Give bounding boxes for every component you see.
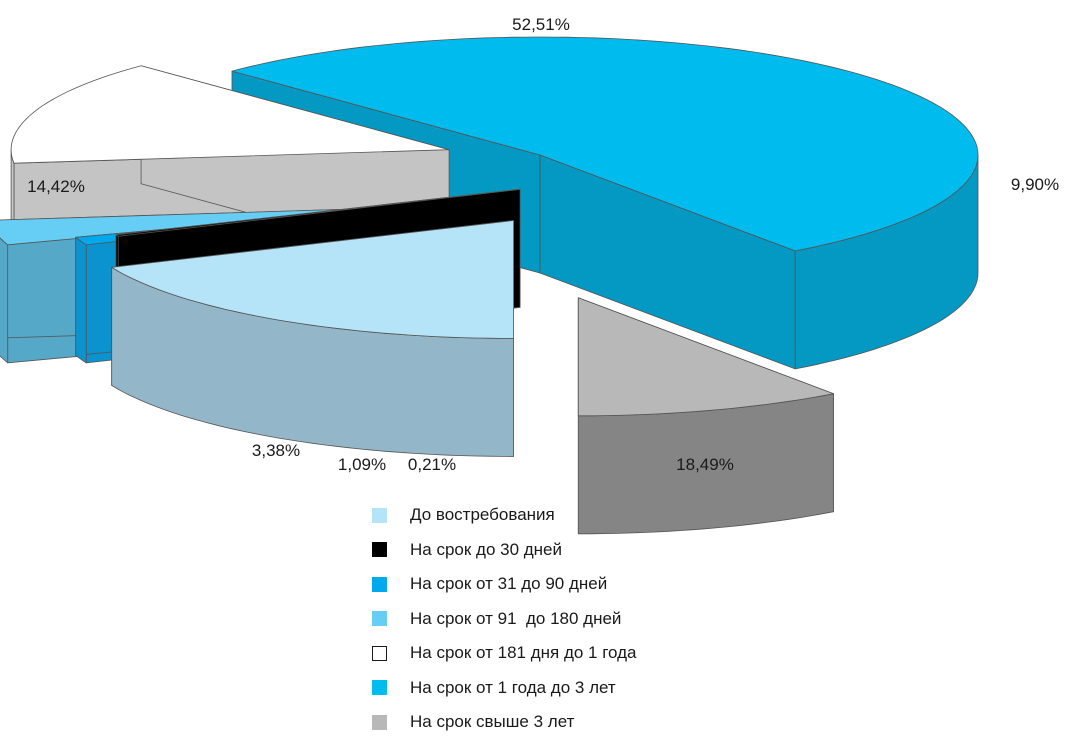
legend-swatch [372, 645, 387, 661]
pie-slice-на-срок-свыше-3-лет [577, 297, 834, 535]
slice-outer-wall [0, 237, 9, 364]
slice-top [10, 65, 450, 164]
slice-top [111, 220, 514, 339]
legend-item-на-срок-от-1-года-до-3-лет: На срок от 1 года до 3 лет [372, 671, 637, 706]
data-label-на-срок-от-1-года-до-3-лет: 52,51% [512, 15, 570, 34]
pie-slice-до-востребования [111, 220, 514, 457]
slice-top [231, 36, 979, 252]
legend-label: На срок от 181 дня до 1 года [410, 643, 637, 663]
slice-top [115, 188, 521, 237]
legend-item-на-срок-от-181-дня-до-1-года: На срок от 181 дня до 1 года [372, 636, 637, 671]
legend-swatch [372, 611, 387, 627]
legend-swatch [372, 714, 387, 730]
data-label-на-срок-до-30-дней: 0,21% [408, 455, 456, 474]
legend-item-на-срок-от-31-до-90-дней: На срок от 31 до 90 дней [372, 567, 637, 602]
data-label-до-востребования: 18,49% [676, 455, 734, 474]
legend-item-на-срок-до-30-дней: На срок до 30 дней [372, 533, 637, 568]
slice-labels: 18,49% 0,21% 1,09% 3,38% 14,42% 52,51% 9,90% [27, 15, 1059, 474]
data-label-на-срок-свыше-3-лет: 9,90% [1011, 175, 1059, 194]
legend: До востребования На срок до 30 дней На сро… [372, 498, 637, 740]
legend-item-на-срок-от-91-до-180-дней: На срок от 91 до 180 дней [372, 602, 637, 637]
data-label-на-срок-от-31-до-90-дней: 1,09% [338, 455, 386, 474]
data-label-на-срок-от-91-до-180-дней: 3,38% [252, 441, 300, 460]
legend-label: На срок от 31 до 90 дней [410, 574, 608, 594]
legend-label: До востребования [410, 505, 555, 525]
legend-label: На срок от 1 года до 3 лет [410, 677, 616, 697]
legend-label: На срок свыше 3 лет [410, 712, 575, 732]
legend-swatch [372, 680, 387, 696]
legend-swatch [372, 507, 387, 523]
legend-item-до-востребования: До востребования [372, 498, 637, 533]
legend-label: На срок от 91 до 180 дней [410, 608, 622, 628]
legend-label: На срок до 30 дней [410, 539, 563, 559]
data-label-на-срок-от-181-дня-до-1-года: 14,42% [27, 177, 85, 196]
legend-item-на-срок-свыше-3-лет: На срок свыше 3 лет [372, 705, 637, 740]
slice-outer-wall [75, 236, 87, 364]
pie-slices [0, 36, 979, 535]
legend-swatch [372, 542, 387, 558]
slice-top [577, 297, 834, 417]
legend-swatch [372, 576, 387, 592]
